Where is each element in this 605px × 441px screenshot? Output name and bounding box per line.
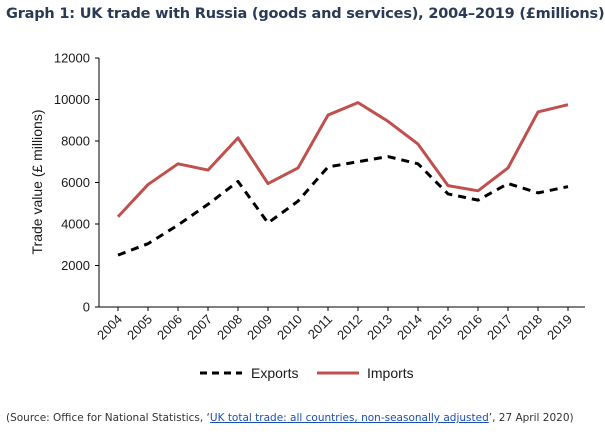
legend-label-imports: Imports bbox=[367, 365, 414, 381]
y-tick-label: 10000 bbox=[54, 92, 90, 107]
x-tick-label: 2018 bbox=[514, 312, 545, 343]
x-tick-label: 2013 bbox=[364, 312, 395, 343]
chart-title: Graph 1: UK trade with Russia (goods and… bbox=[6, 6, 605, 22]
x-tick-label: 2011 bbox=[305, 312, 335, 342]
x-tick-label: 2014 bbox=[394, 312, 425, 343]
x-tick-label: 2010 bbox=[274, 312, 305, 343]
y-tick-label: 2000 bbox=[61, 258, 90, 273]
x-tick-label: 2019 bbox=[544, 312, 575, 343]
y-tick-label: 6000 bbox=[61, 175, 90, 190]
x-tick-label: 2007 bbox=[184, 312, 215, 343]
y-tick-label: 0 bbox=[83, 300, 90, 315]
legend: Exports Imports bbox=[200, 365, 414, 381]
x-tick-label: 2006 bbox=[154, 312, 185, 343]
series-layer bbox=[116, 101, 569, 257]
x-tick-label: 2008 bbox=[214, 312, 245, 343]
x-tick-label: 2012 bbox=[334, 312, 365, 343]
x-tick-label: 2017 bbox=[484, 312, 515, 343]
y-axis: 0 2000 4000 6000 8000 10000 12000 bbox=[54, 51, 100, 315]
source-suffix: ’, 27 April 2020) bbox=[488, 412, 574, 424]
source-prefix: (Source: Office for National Statistics,… bbox=[6, 412, 210, 424]
series-line-exports bbox=[117, 155, 569, 257]
y-tick-label: 4000 bbox=[61, 217, 90, 232]
x-tick-label: 2009 bbox=[244, 312, 275, 343]
y-axis-label: Trade value (£ millions) bbox=[29, 110, 45, 255]
y-tick-label: 8000 bbox=[61, 134, 90, 149]
y-tick-label: 12000 bbox=[54, 51, 90, 66]
y-tick-labels: 0 2000 4000 6000 8000 10000 12000 bbox=[54, 51, 99, 315]
source-note: (Source: Office for National Statistics,… bbox=[6, 412, 574, 424]
x-tick-label: 2004 bbox=[94, 312, 125, 343]
x-tick-label: 2015 bbox=[424, 312, 455, 343]
x-tick-label: 2005 bbox=[124, 312, 155, 343]
series-line-imports bbox=[116, 101, 569, 218]
x-tick-label: 2016 bbox=[454, 312, 485, 343]
source-link[interactable]: UK total trade: all countries, non-seaso… bbox=[209, 412, 489, 424]
legend-label-exports: Exports bbox=[251, 365, 298, 381]
